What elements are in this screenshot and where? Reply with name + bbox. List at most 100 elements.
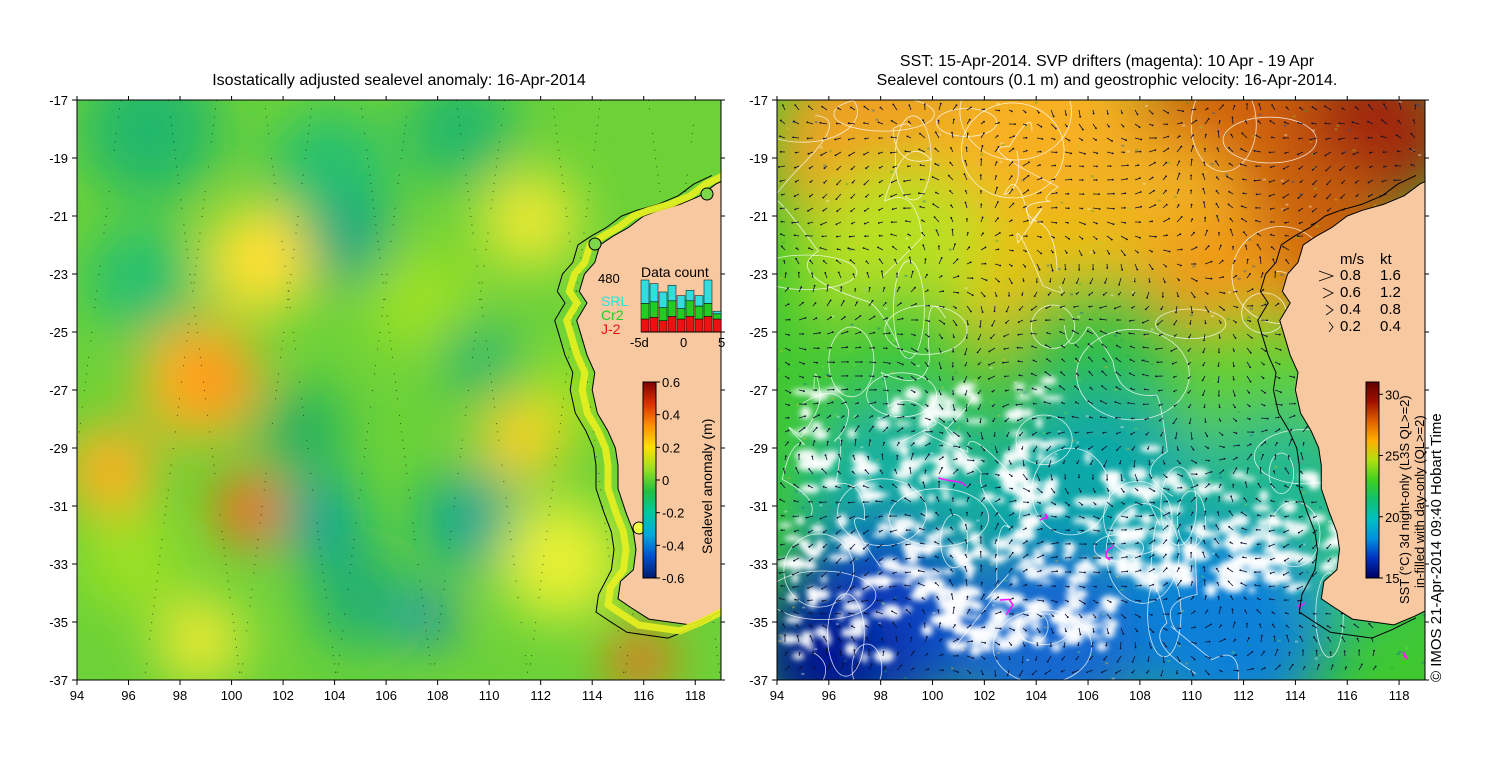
velocity-legend-arrow: [1325, 304, 1334, 316]
lon-tick-label: 116: [633, 688, 654, 703]
coastal-tide-gauge-band: [562, 172, 721, 635]
data-count-bar-segment: [658, 291, 668, 308]
cloud-mask: [777, 376, 1361, 663]
data-count-bar-segment: [640, 303, 650, 320]
sla-map: 94 96 98 100 102 104 106 108 110 112 114 116 118 -17 -…: [49, 93, 725, 703]
data-count-bar-segment: [649, 301, 659, 318]
data-count-bar-segment: [703, 279, 713, 304]
lon-tick-label: 96: [822, 688, 836, 703]
data-count-bar-segment: [658, 307, 668, 321]
colorbar-tick-label: 30: [1385, 387, 1399, 402]
lon-tick-label: 100: [922, 688, 944, 703]
svp-drifter-tracks: [938, 477, 1409, 660]
lat-tick-label: -25: [749, 325, 768, 340]
australia-land: [1279, 181, 1425, 626]
lon-tick-label: 102: [272, 688, 294, 703]
data-count-bar-segment: [676, 308, 686, 320]
left-map-axes: 94 96 98 100 102 104 106 108 110 112 114 116 118 -17 -…: [49, 93, 725, 703]
lat-tick-label: -25: [49, 325, 68, 340]
sla-colorbar-ticks: 0.6 0.4 0.2 0 -0.2 -0.4 -0.6: [656, 375, 684, 586]
lat-tick-label: -21: [49, 209, 68, 224]
data-count-bar-segment: [649, 283, 659, 303]
lat-tick-label: -35: [49, 615, 68, 630]
tide-gauge-marker: [700, 187, 714, 201]
lat-tick-label: -29: [749, 441, 768, 456]
data-count-tick: 0: [680, 335, 687, 350]
colorbar-tick-label: -0.6: [662, 571, 684, 586]
data-count-bar-segment: [694, 305, 704, 320]
lat-tick-label: -37: [749, 673, 768, 688]
geostrophic-velocity-arrows: [778, 102, 1417, 677]
data-count-bar-segment: [640, 318, 650, 333]
data-count-bars: [640, 279, 722, 333]
velocity-legend-ms-value: 0.6: [1340, 284, 1361, 301]
velocity-legend-ms-value: 0.8: [1340, 267, 1361, 284]
sla-colorbar-ramp: [642, 381, 657, 579]
lat-tick-label: -19: [49, 151, 68, 166]
lat-tick-label: -17: [749, 93, 768, 108]
velocity-legend-arrow: [1318, 270, 1335, 282]
legend-srl: SRL: [601, 293, 628, 309]
lat-tick-label: -17: [49, 93, 68, 108]
lat-tick-label: -35: [749, 615, 768, 630]
sla-colorbar: 0.6 0.4 0.2 0 -0.2 -0.4 -0.6: [642, 375, 684, 586]
lon-tick-label: 118: [1389, 688, 1410, 703]
data-count-bar-segment: [694, 295, 704, 307]
lon-tick-label: 110: [1181, 688, 1202, 703]
lon-tick-label: 96: [121, 688, 135, 703]
velocity-legend-kt-header: kt: [1380, 251, 1393, 268]
sst-colorbar-label-line2: in-filled with day-only (QL>=2): [1412, 415, 1427, 588]
data-count-bar-segment: [703, 303, 713, 317]
velocity-legend-ms-value: 0.4: [1340, 301, 1361, 318]
data-count-max-label: 480: [598, 271, 620, 286]
left-map-title: Isostatically adjusted sealevel anomaly:…: [212, 72, 586, 89]
shelf-contour: [1257, 174, 1417, 639]
lon-tick-label: 108: [1129, 688, 1151, 703]
sla-colorbar-label: Sealevel anomaly (m): [699, 418, 715, 554]
legend-j2: J-2: [601, 321, 621, 337]
lat-tick-label: -21: [749, 209, 768, 224]
lon-tick-label: 112: [530, 688, 551, 703]
sst-colorbar-label-line1: SST (°C) 3d night-only (L3S QL>=2): [1397, 395, 1412, 604]
data-count-bar-segment: [640, 279, 650, 304]
sst-colorbar: 30 25 20 15: [1365, 381, 1399, 586]
data-count-bar-segment: [667, 300, 677, 317]
lon-tick-label: 104: [324, 688, 346, 703]
lat-tick-label: -31: [749, 499, 768, 514]
lat-tick-label: -33: [749, 557, 768, 572]
lon-tick-label: 112: [1233, 688, 1254, 703]
right-map-axes: 94 96 98 100 102 104 106 108 110 112 114 116 118 -17 -…: [749, 93, 1429, 703]
data-count-bar-segment: [712, 313, 722, 320]
colorbar-tick-label: 0.6: [662, 375, 680, 390]
data-count-bar-segment: [667, 284, 677, 302]
right-map-title-line1: SST: 15-Apr-2014. SVP drifters (magenta)…: [899, 53, 1315, 70]
lon-tick-label: 102: [974, 688, 996, 703]
velocity-legend-ms-value: 0.2: [1340, 318, 1361, 335]
lon-tick-label: 110: [479, 688, 500, 703]
velocity-legend-kt-value: 0.8: [1380, 301, 1401, 318]
lat-tick-label: -23: [749, 267, 768, 282]
velocity-legend-kt-value: 1.2: [1380, 284, 1401, 301]
drifter-track: [1402, 651, 1409, 660]
velocity-legend-arrow: [1328, 321, 1334, 333]
shelf-contour: [554, 174, 713, 639]
lat-tick-label: -31: [49, 499, 68, 514]
drifter-track: [938, 477, 967, 487]
imos-credit: © IMOS 21-Apr-2014 09:40 Hobart Time: [1428, 413, 1445, 682]
data-count-bar-segment: [703, 316, 713, 333]
lat-tick-label: -19: [749, 151, 768, 166]
tide-gauge-marker: [588, 237, 602, 251]
colorbar-tick-label: -0.4: [662, 538, 684, 553]
lat-tick-label: -27: [49, 383, 68, 398]
lon-tick-label: 98: [873, 688, 887, 703]
colorbar-tick-label: 0.2: [662, 440, 680, 455]
colorbar-tick-label: 15: [1385, 571, 1399, 586]
drifter-track: [1105, 545, 1114, 561]
lon-tick-label: 118: [685, 688, 706, 703]
velocity-legend-ms-header: m/s: [1340, 251, 1364, 268]
sst-colorbar-ticks: 30 25 20 15: [1379, 387, 1399, 586]
lon-tick-label: 114: [1285, 688, 1306, 703]
data-count-bar-segment: [685, 290, 695, 302]
data-count-title: Data count: [641, 264, 709, 280]
velocity-legend: m/s kt 0.8 1.60.6 1.20.4 0.80.2 0.4: [1318, 251, 1401, 335]
